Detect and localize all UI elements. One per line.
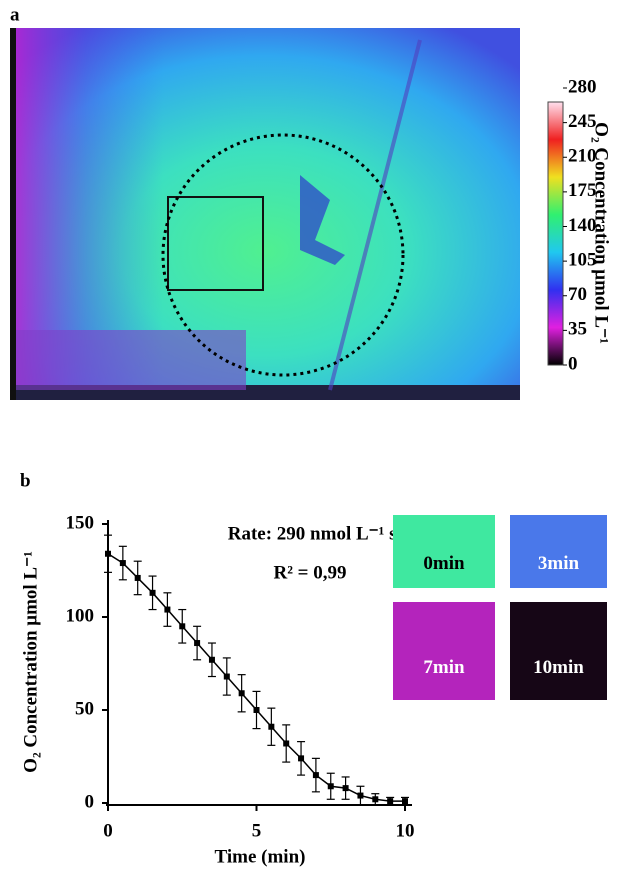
data-point: [298, 755, 305, 762]
x-tick-label: 0: [103, 820, 113, 841]
data-point: [194, 640, 201, 647]
data-point: [253, 707, 260, 713]
data-point: [283, 740, 290, 747]
panel-label: a: [10, 4, 20, 25]
colorbar-tick-label: 175: [568, 180, 597, 201]
data-point: [327, 783, 334, 790]
colorbar-tick-label: 0: [568, 353, 578, 374]
x-tick-label: 5: [252, 820, 262, 841]
inset-label: 10min: [533, 657, 584, 678]
data-point: [179, 623, 186, 630]
annotation: Rate: 290 nmol L⁻¹ s⁻¹: [228, 523, 413, 544]
data-point: [223, 673, 230, 680]
colorbar: [547, 101, 564, 366]
data-point: [134, 574, 141, 581]
data-point: [238, 690, 245, 697]
colorbar-tick-label: 70: [568, 284, 587, 305]
y-tick-label: 100: [66, 605, 95, 626]
panel-label: b: [20, 470, 31, 491]
x-axis-label: Time (min): [215, 846, 306, 867]
data-point: [149, 589, 156, 596]
inset-image: [393, 602, 495, 700]
data-point: [372, 796, 379, 803]
heatmap-image: [10, 28, 520, 400]
data-point: [357, 792, 364, 799]
inset-image: [510, 602, 607, 700]
y-tick-label: 50: [75, 698, 94, 719]
data-point: [312, 772, 319, 779]
y-axis-label: O₂ Concentration μmol L⁻¹: [20, 551, 41, 773]
colorbar-title: O₂ Concentration μmol L⁻¹: [591, 122, 612, 344]
inset-label: 7min: [423, 657, 465, 678]
colorbar-tick-label: 140: [568, 215, 597, 236]
x-tick-label: 10: [396, 820, 415, 841]
data-point: [402, 798, 408, 805]
inset-label: 3min: [538, 553, 580, 574]
data-point: [119, 560, 126, 567]
inset-image: [510, 515, 607, 588]
data-point: [105, 550, 111, 557]
data-point: [387, 798, 394, 805]
data-point: [164, 606, 171, 613]
colorbar-tick-label: 210: [568, 146, 597, 167]
y-tick-label: 0: [85, 791, 95, 812]
colorbar-tick-label: 245: [568, 111, 597, 132]
colorbar-tick-label: 35: [568, 319, 587, 340]
inset-label: 0min: [423, 553, 465, 574]
data-point: [342, 785, 349, 792]
data-point: [208, 656, 215, 663]
data-point: [268, 723, 275, 730]
colorbar-tick-label: 280: [568, 76, 597, 97]
y-tick-label: 150: [66, 512, 95, 533]
annotation: R² = 0,99: [274, 562, 347, 583]
colorbar-tick-label: 105: [568, 249, 597, 270]
inset-image: [393, 515, 495, 588]
